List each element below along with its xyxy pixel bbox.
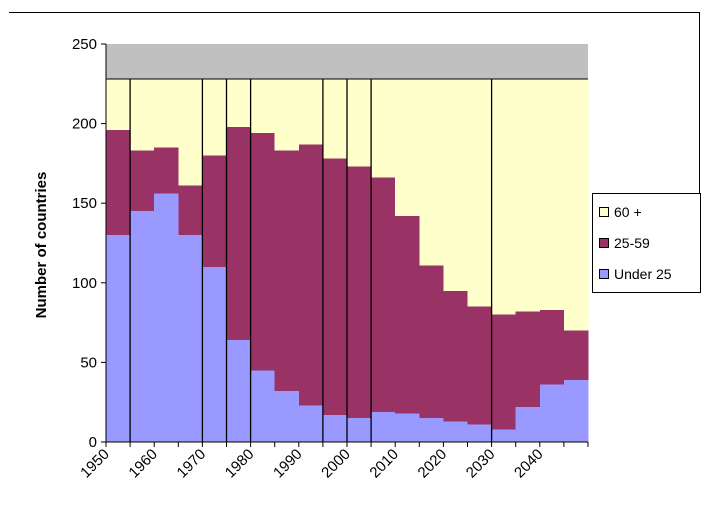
segment-under-25-2045 <box>563 379 589 442</box>
legend-label-under-25: Under 25 <box>614 266 672 282</box>
segment-25-59-2015 <box>419 265 444 419</box>
y-tick-label-150: 150 <box>72 195 97 212</box>
segment-25-59-1995 <box>322 158 348 415</box>
x-tick-label-2040: 2040 <box>511 446 547 482</box>
segment-under-25-2025 <box>467 424 492 442</box>
segment-60--1960 <box>154 79 179 148</box>
y-axis-title: Number of countries <box>33 172 50 319</box>
legend-item-under-25: Under 25 <box>599 264 672 284</box>
y-tick-label-50: 50 <box>80 354 97 371</box>
x-tick-label-1980: 1980 <box>222 446 258 482</box>
segment-under-25-1990 <box>298 405 324 442</box>
segment-60--2045 <box>563 79 589 331</box>
segment-under-25-1950 <box>106 235 131 442</box>
segment-60--1995 <box>322 79 348 159</box>
segment-60--1975 <box>226 79 251 127</box>
segment-25-59-2025 <box>467 306 492 425</box>
segment-under-25-1985 <box>274 391 300 442</box>
x-tick-label-2000: 2000 <box>318 446 354 482</box>
segment-under-25-2035 <box>515 406 541 442</box>
segment-under-25-1980 <box>250 370 276 442</box>
legend-item-25-59: 25-59 <box>599 233 650 253</box>
segment-60--1970 <box>202 79 227 156</box>
segment-under-25-1955 <box>130 211 155 442</box>
x-tick-label-1950: 1950 <box>77 446 113 482</box>
chart-legend: 60 + 25-59 Under 25 <box>592 193 701 293</box>
segment-60--1980 <box>250 79 276 134</box>
segment-60--2035 <box>515 79 541 312</box>
segment-25-59-2010 <box>395 215 420 414</box>
segment-under-25-1970 <box>202 266 227 442</box>
segment-25-59-1980 <box>250 133 276 371</box>
segment-under-25-2000 <box>347 418 372 442</box>
x-tick-label-1990: 1990 <box>270 446 306 482</box>
x-tick-label-1970: 1970 <box>174 446 210 482</box>
segment-60--2040 <box>539 79 565 310</box>
segment-60--2005 <box>371 79 396 178</box>
segment-25-59-1950 <box>106 129 131 236</box>
legend-swatch-60plus <box>599 207 609 217</box>
frame-right-border <box>699 12 700 257</box>
x-tick-label-2020: 2020 <box>415 446 451 482</box>
segment-25-59-2000 <box>347 166 372 419</box>
segment-60--1950 <box>106 79 131 130</box>
segment-60--1985 <box>274 79 300 151</box>
segment-under-25-1975 <box>226 340 251 442</box>
segment-under-25-2020 <box>443 421 468 442</box>
segment-25-59-2040 <box>539 309 565 385</box>
legend-label-60plus: 60 + <box>614 204 642 220</box>
segment-under-25-2015 <box>419 418 444 442</box>
segment-25-59-2020 <box>443 290 468 422</box>
top-band <box>106 44 588 80</box>
segment-25-59-2035 <box>515 311 541 407</box>
x-tick-label-2030: 2030 <box>463 446 499 482</box>
x-tick-label-2010: 2010 <box>366 446 402 482</box>
segment-25-59-1990 <box>298 144 324 406</box>
y-tick-label-200: 200 <box>72 116 97 133</box>
segment-25-59-1970 <box>202 155 227 267</box>
segment-25-59-1955 <box>130 150 155 212</box>
segment-under-25-1995 <box>322 414 348 442</box>
segment-25-59-2005 <box>371 177 396 412</box>
x-tick-label-1960: 1960 <box>125 446 161 482</box>
y-tick-label-100: 100 <box>72 275 97 292</box>
segment-under-25-2040 <box>539 384 565 442</box>
segment-60--1965 <box>178 79 203 186</box>
segment-25-59-2030 <box>491 314 517 430</box>
segment-25-59-1985 <box>274 150 300 392</box>
segment-60--2000 <box>347 79 372 167</box>
segment-25-59-1975 <box>226 126 251 341</box>
legend-item-60plus: 60 + <box>599 202 642 222</box>
segment-60--2030 <box>491 79 517 315</box>
legend-label-25-59: 25-59 <box>614 235 650 251</box>
segment-60--1990 <box>298 79 324 145</box>
y-tick-label-0: 0 <box>89 434 97 451</box>
segment-under-25-2010 <box>395 413 420 442</box>
segment-25-59-1960 <box>154 147 179 194</box>
y-tick-label-250: 250 <box>72 36 97 53</box>
segment-60--1955 <box>130 79 155 151</box>
segment-25-59-1965 <box>178 185 203 236</box>
segment-60--2010 <box>395 79 420 216</box>
segment-60--2025 <box>467 79 492 307</box>
segment-25-59-2045 <box>563 330 589 380</box>
segment-60--2020 <box>443 79 468 291</box>
legend-swatch-25-59 <box>599 238 609 248</box>
segment-60--2015 <box>419 79 444 266</box>
segment-under-25-2005 <box>371 411 396 442</box>
segment-under-25-1965 <box>178 235 203 442</box>
segment-under-25-2030 <box>491 429 517 442</box>
frame-top-border <box>9 12 700 13</box>
legend-swatch-under-25 <box>599 269 609 279</box>
segment-under-25-1960 <box>154 193 179 442</box>
